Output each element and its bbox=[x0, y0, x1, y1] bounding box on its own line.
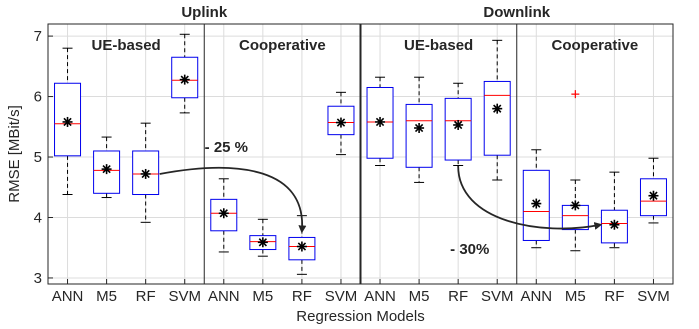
arrow-minus-30-percent bbox=[457, 166, 603, 230]
box-ann bbox=[366, 76, 394, 166]
group-label-ue-based-downlink: UE-based bbox=[404, 37, 473, 54]
x-tick-label: ANN bbox=[208, 288, 240, 305]
box-m5 bbox=[93, 136, 121, 199]
y-tick-label: 4 bbox=[34, 209, 42, 226]
group-label-cooperative-uplink: Cooperative bbox=[239, 37, 326, 54]
y-axis-label: RMSE [MBit/s] bbox=[6, 105, 23, 203]
mean-marker bbox=[609, 219, 620, 230]
panel-title-downlink: Downlink bbox=[483, 4, 550, 21]
iqr-box bbox=[483, 80, 511, 156]
panel-title-uplink: Uplink bbox=[181, 4, 227, 21]
box-ann bbox=[522, 149, 550, 249]
box-m5 bbox=[405, 76, 433, 183]
mean-marker bbox=[296, 241, 307, 252]
mean-marker bbox=[257, 237, 268, 248]
mean-marker bbox=[101, 164, 112, 175]
x-tick-label: M5 bbox=[252, 288, 273, 305]
mean-marker bbox=[335, 117, 346, 128]
group-label-cooperative-downlink: Cooperative bbox=[552, 37, 639, 54]
iqr-box bbox=[405, 103, 433, 168]
box-svm bbox=[639, 157, 667, 224]
x-tick-label: ANN bbox=[364, 288, 396, 305]
group-label-ue-based-uplink: UE-based bbox=[92, 37, 161, 54]
x-tick-label: M5 bbox=[96, 288, 117, 305]
box-m5 bbox=[249, 218, 277, 257]
y-tick-label: 6 bbox=[34, 89, 42, 106]
y-tick-label: 7 bbox=[34, 28, 42, 45]
box-svm bbox=[171, 33, 199, 114]
y-tick-label: 5 bbox=[34, 149, 42, 166]
mean-marker bbox=[414, 123, 425, 133]
mean-marker bbox=[179, 74, 190, 85]
arrow-minus-25-percent bbox=[159, 166, 307, 234]
x-tick-label: SVM bbox=[481, 288, 514, 305]
x-tick-label: RF bbox=[604, 288, 624, 305]
x-tick-label: ANN bbox=[520, 288, 552, 305]
outlier-marker bbox=[571, 90, 580, 99]
axes-frame bbox=[47, 23, 674, 285]
box-svm bbox=[327, 91, 355, 156]
x-tick-label: RF bbox=[136, 288, 156, 305]
boxes bbox=[54, 33, 667, 275]
mean-marker bbox=[492, 103, 503, 114]
mean-marker bbox=[218, 208, 229, 219]
x-tick-label: RF bbox=[448, 288, 468, 305]
mean-marker bbox=[140, 168, 151, 179]
box-ann bbox=[210, 178, 238, 253]
y-tick-label: 3 bbox=[34, 270, 42, 287]
x-tick-label: SVM bbox=[325, 288, 358, 305]
x-tick-label: SVM bbox=[168, 288, 201, 305]
mean-marker bbox=[531, 198, 542, 209]
annotation-minus-25-percent: - 25 % bbox=[205, 139, 248, 156]
x-tick-label: M5 bbox=[565, 288, 586, 305]
axis-ticks: 3 4 5 6 7 ANN M5 RF SVM ANN M5 RF SVM ANN M5 RF SVM ANN M5… bbox=[34, 28, 670, 305]
x-tick-label: ANN bbox=[52, 288, 84, 305]
box-svm bbox=[483, 39, 511, 181]
annotation-minus-30-percent: - 30% bbox=[450, 241, 489, 258]
box-ann bbox=[54, 47, 82, 196]
box-rf bbox=[132, 122, 160, 223]
x-tick-label: RF bbox=[292, 288, 312, 305]
mean-marker bbox=[453, 119, 464, 130]
mean-marker bbox=[570, 200, 581, 211]
x-tick-label: M5 bbox=[409, 288, 430, 305]
panel-separators bbox=[203, 24, 518, 284]
mean-marker bbox=[62, 116, 73, 127]
x-tick-label: SVM bbox=[637, 288, 670, 305]
box-rf bbox=[444, 82, 472, 166]
x-axis-label: Regression Models bbox=[296, 308, 424, 325]
mean-marker bbox=[648, 190, 659, 201]
box-m5 bbox=[561, 90, 589, 252]
annotation-arrows bbox=[159, 166, 603, 234]
mean-marker bbox=[375, 116, 386, 127]
